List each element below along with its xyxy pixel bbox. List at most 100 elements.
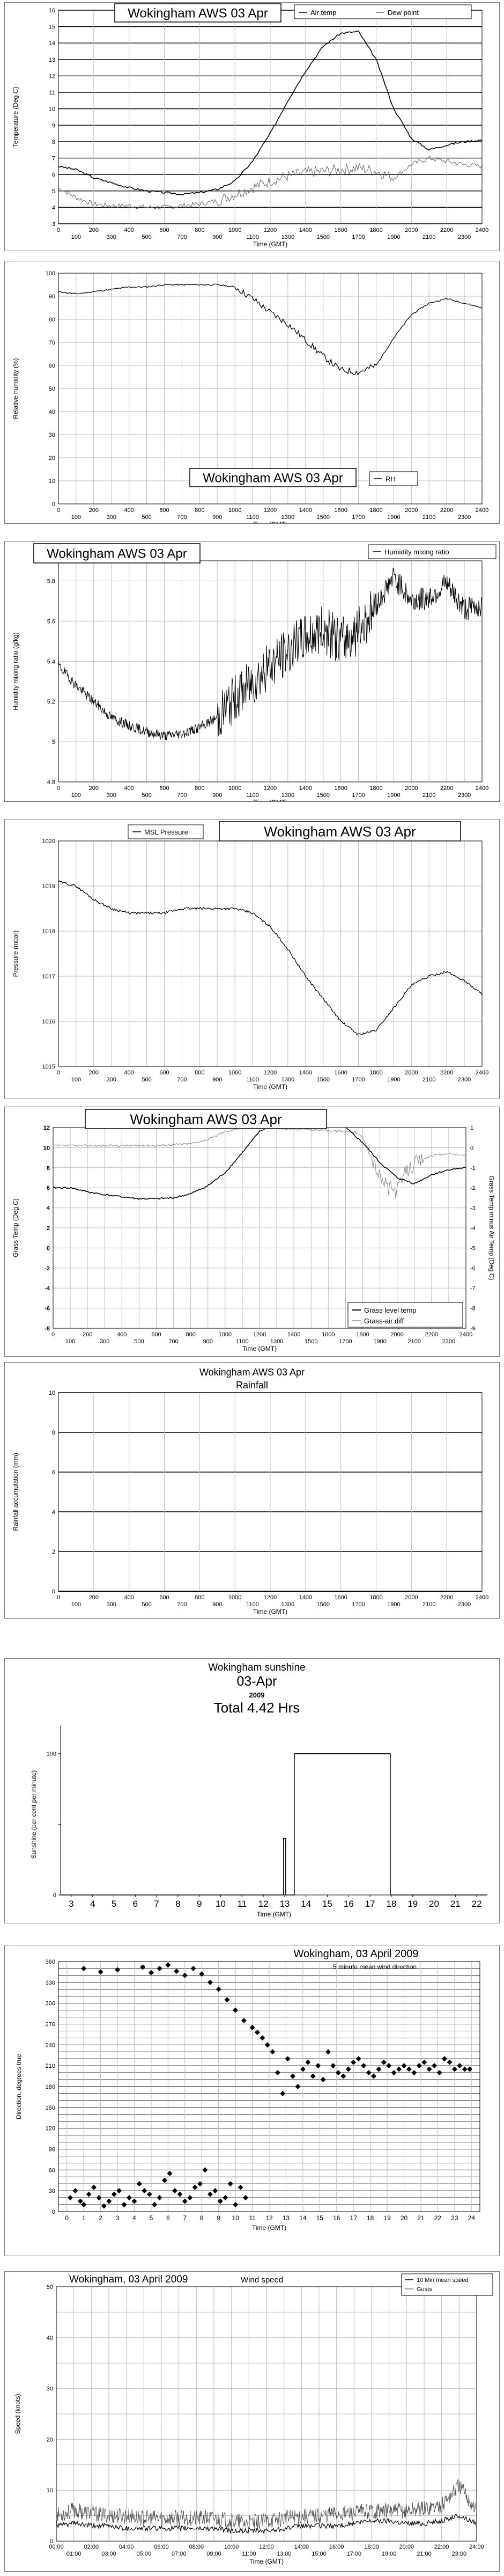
wdir-data-point	[351, 2059, 357, 2065]
grass-x-tick-label: 1000	[219, 1331, 232, 1338]
grass-legend-label: Grass-air diff	[364, 1317, 404, 1325]
wdir-x-tick-label: 0	[65, 2214, 69, 2222]
temp-x-tick-label: 400	[124, 227, 134, 233]
hmr-x-tick-label: 0	[57, 785, 60, 792]
grass-x-tick-label: 1100	[236, 1338, 249, 1345]
rh-x-tick-label: 1700	[352, 514, 365, 521]
wspd-legend-label: Gusts	[417, 2286, 432, 2293]
sun-year: 2009	[249, 1691, 265, 1699]
grass-x-tick-label: 1800	[356, 1331, 369, 1338]
rain-y-tick-label: 6	[52, 1469, 55, 1476]
msl-x-tick-label: 1700	[352, 1077, 365, 1083]
sun-x-tick-label: 17	[365, 1899, 375, 1909]
sun-total: Total 4.42 Hrs	[214, 1700, 300, 1716]
wspd-x-tick-label: 24:00	[469, 2544, 484, 2550]
sun-x-tick-label: 4	[90, 1899, 95, 1909]
wspd-x-tick-label: 18:00	[364, 2544, 379, 2550]
grass-y-tick-label: 0	[47, 1245, 50, 1252]
rh-y-tick-label: 10	[49, 478, 55, 485]
hmr-x-tick-label: 400	[124, 785, 134, 792]
temp-y-tick-label: 5	[52, 188, 55, 195]
wdir-x-tick-label: 12	[265, 2214, 273, 2222]
rh-legend-label: RH	[386, 475, 396, 483]
rain-x-tick-label: 900	[212, 1601, 222, 1608]
grass-y-tick-label: 12	[43, 1125, 50, 1131]
temperature-chart: 3 4 5 6 7 8 9 10 11 12 13 14 15 16 0 100 200 300 400 500 600…	[12, 3, 488, 248]
rain-x-tick-label: 2200	[440, 1594, 453, 1601]
rain-x-tick-label: 700	[177, 1601, 187, 1608]
wdir-x-tick-label: 22	[434, 2214, 442, 2222]
rh-x-tick-label: 2200	[440, 507, 453, 514]
temp-x-tick-label: 1100	[246, 234, 259, 240]
wdir-data-point	[101, 2203, 107, 2209]
grass-x-tick-label: 1300	[270, 1338, 283, 1345]
rh-x-tick-label: 400	[124, 507, 134, 514]
rain-x-tick-label: 1500	[317, 1601, 330, 1608]
wdir-data-point	[361, 2063, 367, 2069]
wdir-data-point	[315, 2063, 321, 2069]
wdir-data-point	[441, 2056, 447, 2062]
grass-x-tick-label: 2400	[459, 1331, 472, 1338]
wdir-y-tick-label: 240	[46, 2042, 55, 2048]
grass-legend-box	[347, 1302, 463, 1328]
wdir-data-point	[182, 1972, 188, 1978]
temp-legend-label: Air temp	[310, 9, 336, 17]
wdir-data-point	[320, 2077, 326, 2083]
hmr-series-line	[58, 567, 482, 741]
rain-y-tick-label: 2	[52, 1549, 55, 1555]
wdir-data-point	[391, 2070, 397, 2076]
pressure-chart: 1015 1016 1017 1018 1019 1020 0 100 200 300 400 500…	[12, 821, 488, 1091]
sunshine-chart-panel: 0 100 3 4 5 6 7 8 9 10 11 12 13 14 15 16 17 18 19 20 21 22 Sun…	[4, 1658, 500, 1923]
wdir-data-point	[275, 2070, 280, 2076]
temp-x-tick-label: 2000	[405, 227, 418, 233]
rh-x-tick-label: 2400	[476, 507, 488, 514]
temp-y-tick-label: 10	[49, 106, 55, 113]
wdir-data-point	[165, 1962, 171, 1968]
grass-title: Wokingham AWS 03 Apr	[130, 1111, 282, 1127]
wdir-data-point	[254, 2030, 260, 2036]
wdir-data-point	[300, 2066, 306, 2072]
sun-y-tick-label: 100	[47, 1751, 56, 1758]
temperature-chart-panel: 3 4 5 6 7 8 9 10 11 12 13 14 15 16 0 100 200 300 400 500 600…	[4, 2, 500, 251]
wdir-y-tick-label: 120	[46, 2126, 55, 2132]
rh-series-line	[58, 283, 482, 376]
hmr-x-tick-label: 800	[195, 785, 204, 792]
wdir-data-point	[86, 2191, 92, 2197]
hmr-legend-label: Humidity mixing ratio	[384, 548, 449, 556]
wspd-x-tick-label: 09:00	[206, 2551, 221, 2557]
wdir-x-tick-label: 21	[417, 2214, 425, 2222]
rh-x-tick-label: 1800	[369, 507, 382, 514]
grass-x-tick-label: 1600	[322, 1331, 335, 1338]
wdir-x-tick-label: 5	[150, 2214, 153, 2222]
wspd-x-tick-label: 10:00	[224, 2544, 239, 2550]
wdir-x-tick-label: 19	[383, 2214, 391, 2222]
wdir-data-point	[106, 2198, 112, 2204]
rh-y-tick-label: 90	[49, 294, 55, 300]
hmr-x-tick-label: 200	[89, 785, 99, 792]
hmr-y-tick-label: 5.6	[47, 618, 55, 625]
wdir-data-point	[77, 2198, 83, 2204]
wspd-plot-frame	[56, 2286, 477, 2542]
hmr-x-tick-label: 600	[159, 785, 169, 792]
hmr-y-tick-label: 5.2	[47, 699, 55, 705]
rain-x-axis-label: Time (GMT)	[253, 1608, 287, 1615]
wdir-data-point	[152, 2202, 158, 2208]
hmr-x-tick-label: 2400	[476, 785, 488, 792]
wspd-x-tick-label: 13:00	[277, 2551, 292, 2557]
wdir-data-point	[227, 2181, 233, 2187]
wdir-data-point	[411, 2070, 417, 2076]
temp-title: Wokingham AWS 03 Apr	[128, 6, 268, 21]
wdir-data-point	[376, 2066, 382, 2072]
grass-y-tick-label: 2	[47, 1225, 50, 1232]
grass-x-tick-label: 2000	[390, 1331, 403, 1338]
rain-x-tick-label: 400	[124, 1594, 134, 1601]
rh-x-tick-label: 2100	[423, 514, 435, 521]
wdir-data-point	[212, 2188, 218, 2194]
rain-subtitle: Rainfall	[236, 1380, 268, 1391]
wdir-data-point	[467, 2066, 473, 2072]
grass-y2-tick-label: -3	[470, 1205, 476, 1212]
grass-y2-tick-label: 0	[470, 1145, 473, 1151]
wspd-x-tick-label: 17:00	[347, 2551, 362, 2557]
hmr-x-tick-label: 1100	[246, 792, 259, 799]
grass-y2-tick-label: -7	[470, 1285, 476, 1292]
